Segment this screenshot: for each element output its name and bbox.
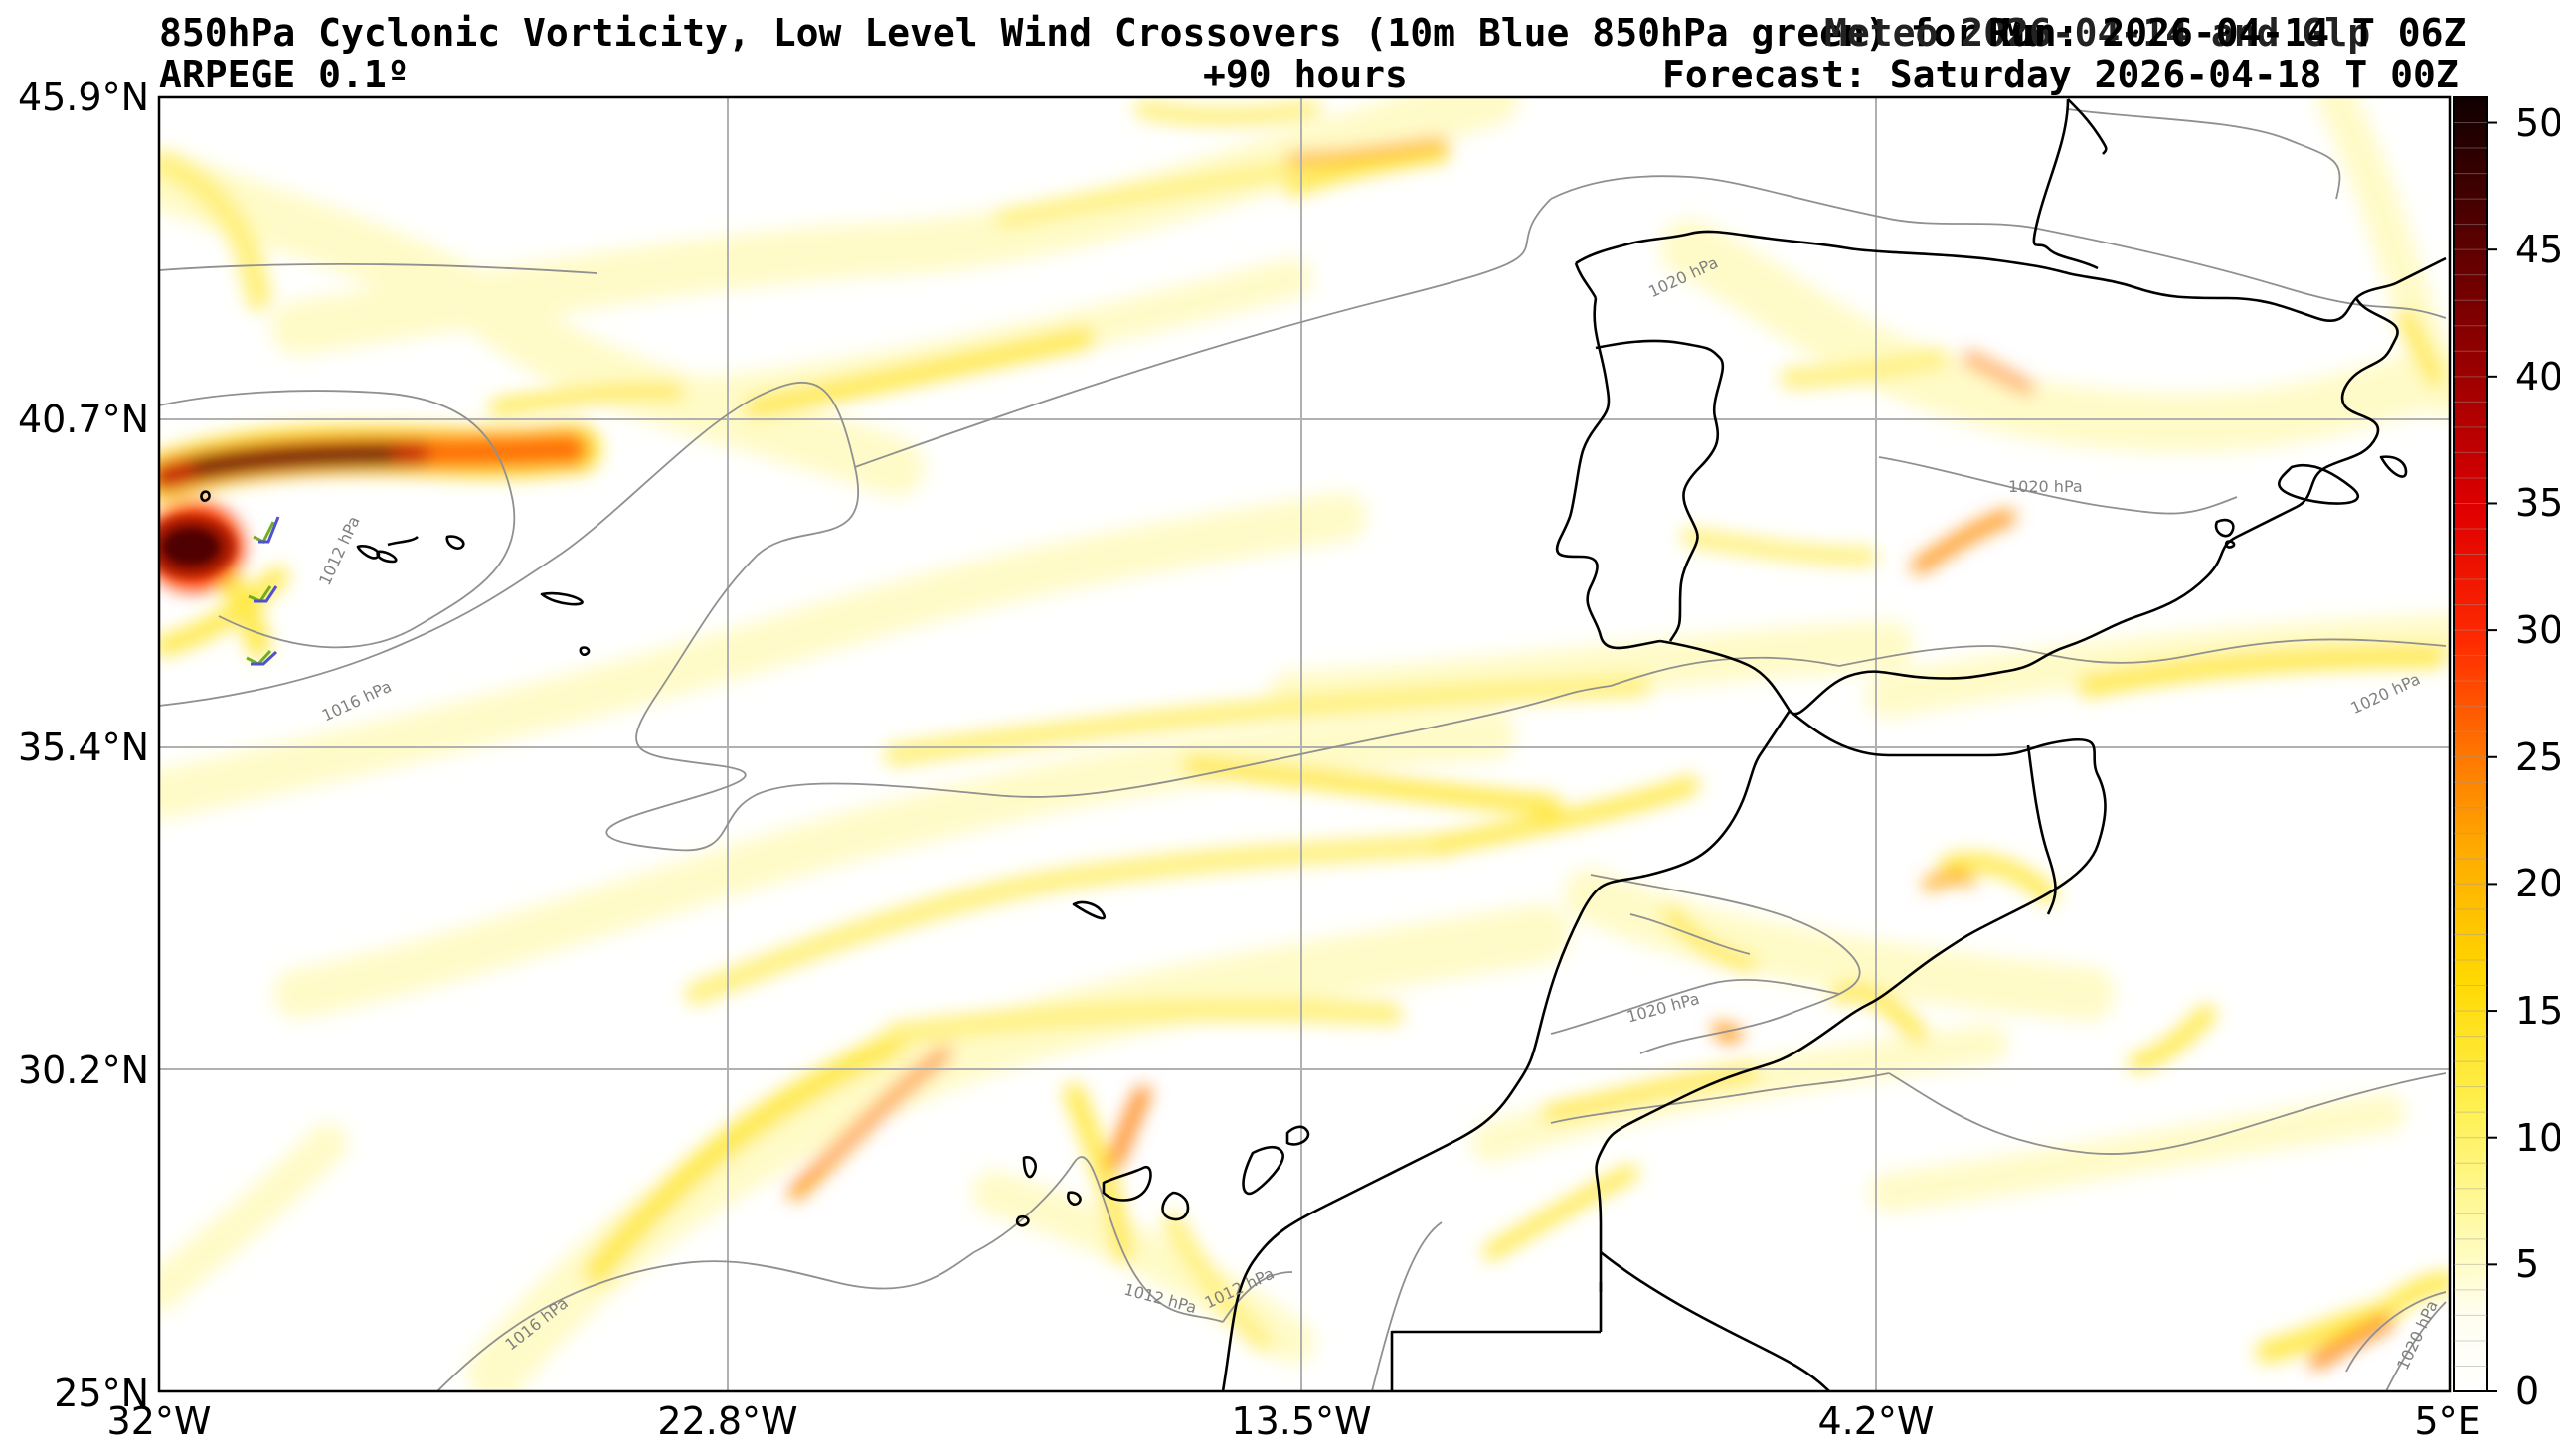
colorbar-frame	[2453, 96, 2488, 1392]
wind-crossover-markers	[246, 516, 280, 666]
run-time-label: Run: 2026-04-14 T 06Z	[1988, 11, 2467, 55]
isobars	[159, 108, 2447, 1391]
colorbar-label: 5	[2515, 1242, 2540, 1287]
lat-label-25: 25°N	[54, 1372, 149, 1415]
lon-label-5e: 5°E	[2414, 1399, 2481, 1443]
colorbar-ticks	[2487, 121, 2497, 1392]
colorbar	[2453, 96, 2497, 1392]
colorbar-label: 20	[2515, 862, 2560, 906]
title-line1-overlap: Meteo 2026-04-14 and Glp	[1824, 11, 2371, 55]
model-name: ARPEGE 0.1º	[159, 53, 410, 96]
colorbar-label: 45	[2515, 228, 2560, 272]
lat-label-30-2: 30.2°N	[17, 1049, 149, 1092]
colorbar-gradient	[2454, 97, 2487, 1391]
colorbar-label: 35	[2515, 481, 2560, 526]
forecast-hour: +90 hours	[1203, 53, 1408, 96]
colorbar-label: 25	[2515, 734, 2560, 779]
title-line1: 850hPa Cyclonic Vorticity, Low Level Win…	[159, 11, 2047, 55]
lon-label-32w: 32°W	[106, 1399, 212, 1443]
forecast-valid-time: Forecast: Saturday 2026-04-18 T 00Z	[1662, 53, 2459, 96]
lon-label-13-5w: 13.5°W	[1231, 1399, 1372, 1443]
colorbar-label: 15	[2515, 989, 2560, 1034]
colorbar-label: 30	[2515, 608, 2560, 653]
lat-label-35-4: 35.4°N	[17, 726, 149, 769]
lon-label-4-2w: 4.2°W	[1817, 1399, 1935, 1443]
lon-label-22-8w: 22.8°W	[657, 1399, 798, 1443]
graticule	[159, 97, 2450, 1391]
coastlines	[200, 98, 2447, 1391]
lat-label-40-7: 40.7°N	[17, 398, 149, 441]
lat-label-45-9: 45.9°N	[17, 76, 149, 119]
map-frame	[157, 95, 2452, 1393]
colorbar-bands	[2454, 122, 2487, 1367]
colorbar-label: 50	[2515, 100, 2560, 145]
colorbar-label: 10	[2515, 1115, 2560, 1160]
colorbar-label: 0	[2515, 1370, 2540, 1413]
vorticity-field	[159, 97, 2450, 1391]
colorbar-label: 40	[2515, 354, 2560, 399]
isobar-label: 1020 hPa	[2008, 477, 2083, 496]
vortex-core	[159, 515, 236, 578]
